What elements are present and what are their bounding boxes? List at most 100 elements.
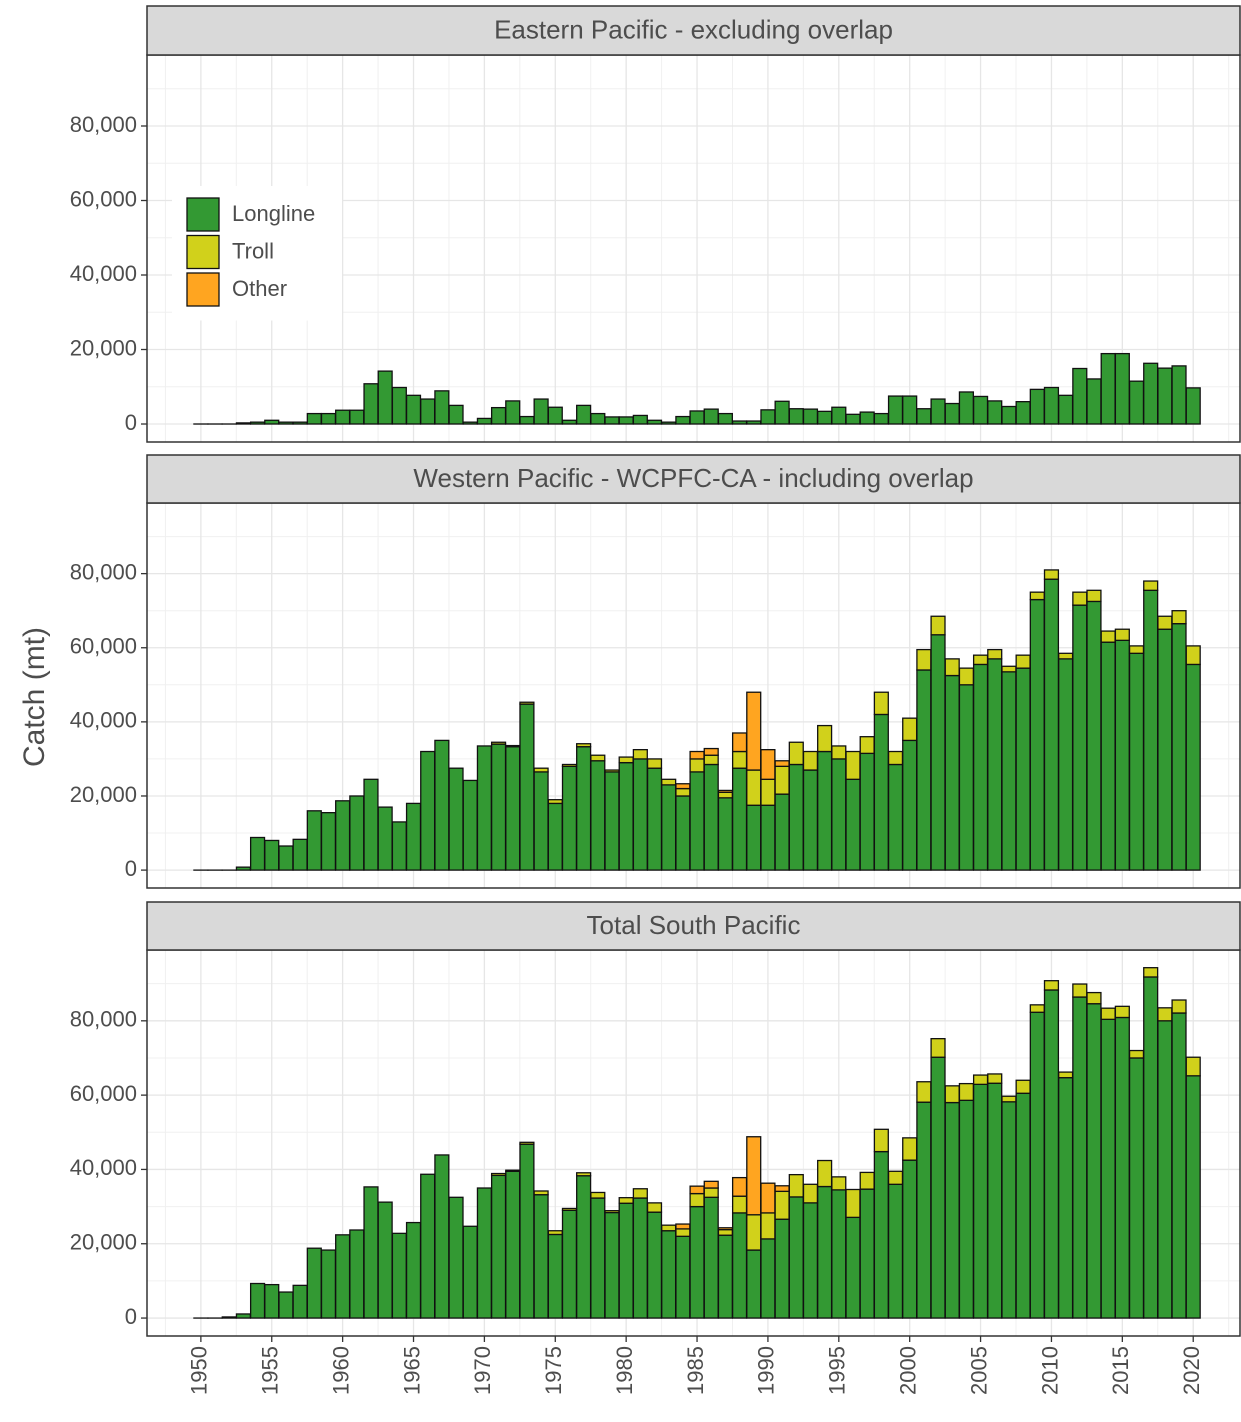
bar — [675, 783, 691, 790]
bar — [604, 769, 620, 773]
bar — [1015, 1092, 1031, 1319]
bar — [788, 408, 804, 425]
y-tick-label: 0 — [125, 1304, 137, 1329]
bar — [1171, 365, 1187, 425]
bar — [831, 758, 847, 871]
bar — [774, 1185, 790, 1193]
bar — [902, 717, 918, 742]
bar — [930, 398, 946, 425]
bar — [405, 802, 422, 871]
bar — [675, 415, 691, 425]
bar — [490, 1174, 507, 1319]
bar — [746, 1136, 762, 1216]
bar — [349, 1229, 365, 1319]
bar — [802, 408, 819, 425]
bar — [1157, 1007, 1173, 1022]
bar — [703, 1187, 719, 1198]
bar — [689, 1185, 705, 1195]
bar — [689, 410, 705, 425]
bar — [476, 417, 492, 425]
bar — [462, 421, 478, 425]
bar — [774, 400, 790, 425]
bar — [604, 416, 620, 425]
bar — [930, 1056, 946, 1319]
bar — [1001, 665, 1017, 673]
bar — [1114, 628, 1130, 641]
bar — [1128, 652, 1145, 871]
y-tick-label: 80,000 — [70, 112, 137, 137]
bar — [590, 754, 606, 762]
bar — [391, 1232, 407, 1319]
bar — [1185, 387, 1201, 425]
bar — [675, 795, 691, 871]
bar — [490, 1172, 507, 1177]
bar — [1100, 641, 1116, 871]
x-tick-label: 1980 — [612, 1346, 637, 1395]
bar — [1128, 645, 1145, 654]
bar — [1086, 378, 1102, 425]
bar — [1029, 1011, 1045, 1319]
bar — [760, 1212, 776, 1240]
bar — [632, 749, 648, 760]
bar — [972, 1074, 989, 1086]
bar — [972, 654, 989, 666]
bar — [731, 750, 748, 769]
bar — [887, 1170, 904, 1185]
bar — [490, 406, 507, 425]
y-tick-label: 80,000 — [70, 1007, 137, 1032]
bar — [817, 1185, 833, 1319]
bar — [1072, 996, 1088, 1319]
bar — [632, 758, 648, 871]
bar — [1100, 630, 1116, 643]
bar — [632, 414, 648, 425]
bar — [788, 763, 804, 871]
bar — [703, 747, 719, 756]
bar — [717, 1234, 733, 1319]
bar — [746, 1214, 762, 1251]
bar — [802, 1183, 819, 1204]
bar — [1114, 1005, 1130, 1019]
y-tick-label: 0 — [125, 856, 137, 881]
bar — [1029, 591, 1045, 601]
strip — [146, 454, 1241, 504]
legend-label: Longline — [232, 201, 315, 226]
bar — [1143, 589, 1159, 871]
bar — [916, 648, 932, 671]
bar — [887, 1183, 904, 1319]
bar — [1072, 591, 1088, 606]
bar — [576, 746, 592, 871]
y-tick-label: 40,000 — [70, 708, 137, 733]
bar — [292, 421, 308, 425]
bar — [448, 767, 464, 871]
bar — [1058, 1071, 1074, 1079]
bar — [505, 746, 521, 871]
x-tick-label: 2010 — [1037, 1346, 1062, 1395]
bar — [689, 750, 705, 760]
bar — [1185, 663, 1201, 871]
bar — [1171, 610, 1187, 625]
bar — [887, 750, 904, 766]
x-tick-label: 1970 — [470, 1346, 495, 1395]
bar — [902, 395, 918, 425]
bar — [958, 684, 974, 871]
bar — [505, 744, 521, 748]
bar — [533, 1194, 549, 1319]
bar — [221, 1316, 237, 1319]
bar — [944, 658, 960, 677]
bar — [717, 1228, 733, 1236]
bar — [1171, 623, 1187, 871]
bar — [731, 1176, 748, 1197]
bar — [1043, 989, 1060, 1319]
bar — [420, 750, 436, 871]
bar — [1143, 362, 1159, 425]
bar — [1015, 1079, 1031, 1094]
bar — [675, 1228, 691, 1237]
bar — [845, 778, 861, 871]
bar — [1015, 667, 1031, 871]
strip-title: Total South Pacific — [587, 910, 801, 940]
bar — [887, 763, 904, 871]
bar — [845, 1216, 861, 1319]
bar — [760, 778, 776, 806]
bar — [987, 400, 1003, 425]
bar — [235, 866, 251, 871]
